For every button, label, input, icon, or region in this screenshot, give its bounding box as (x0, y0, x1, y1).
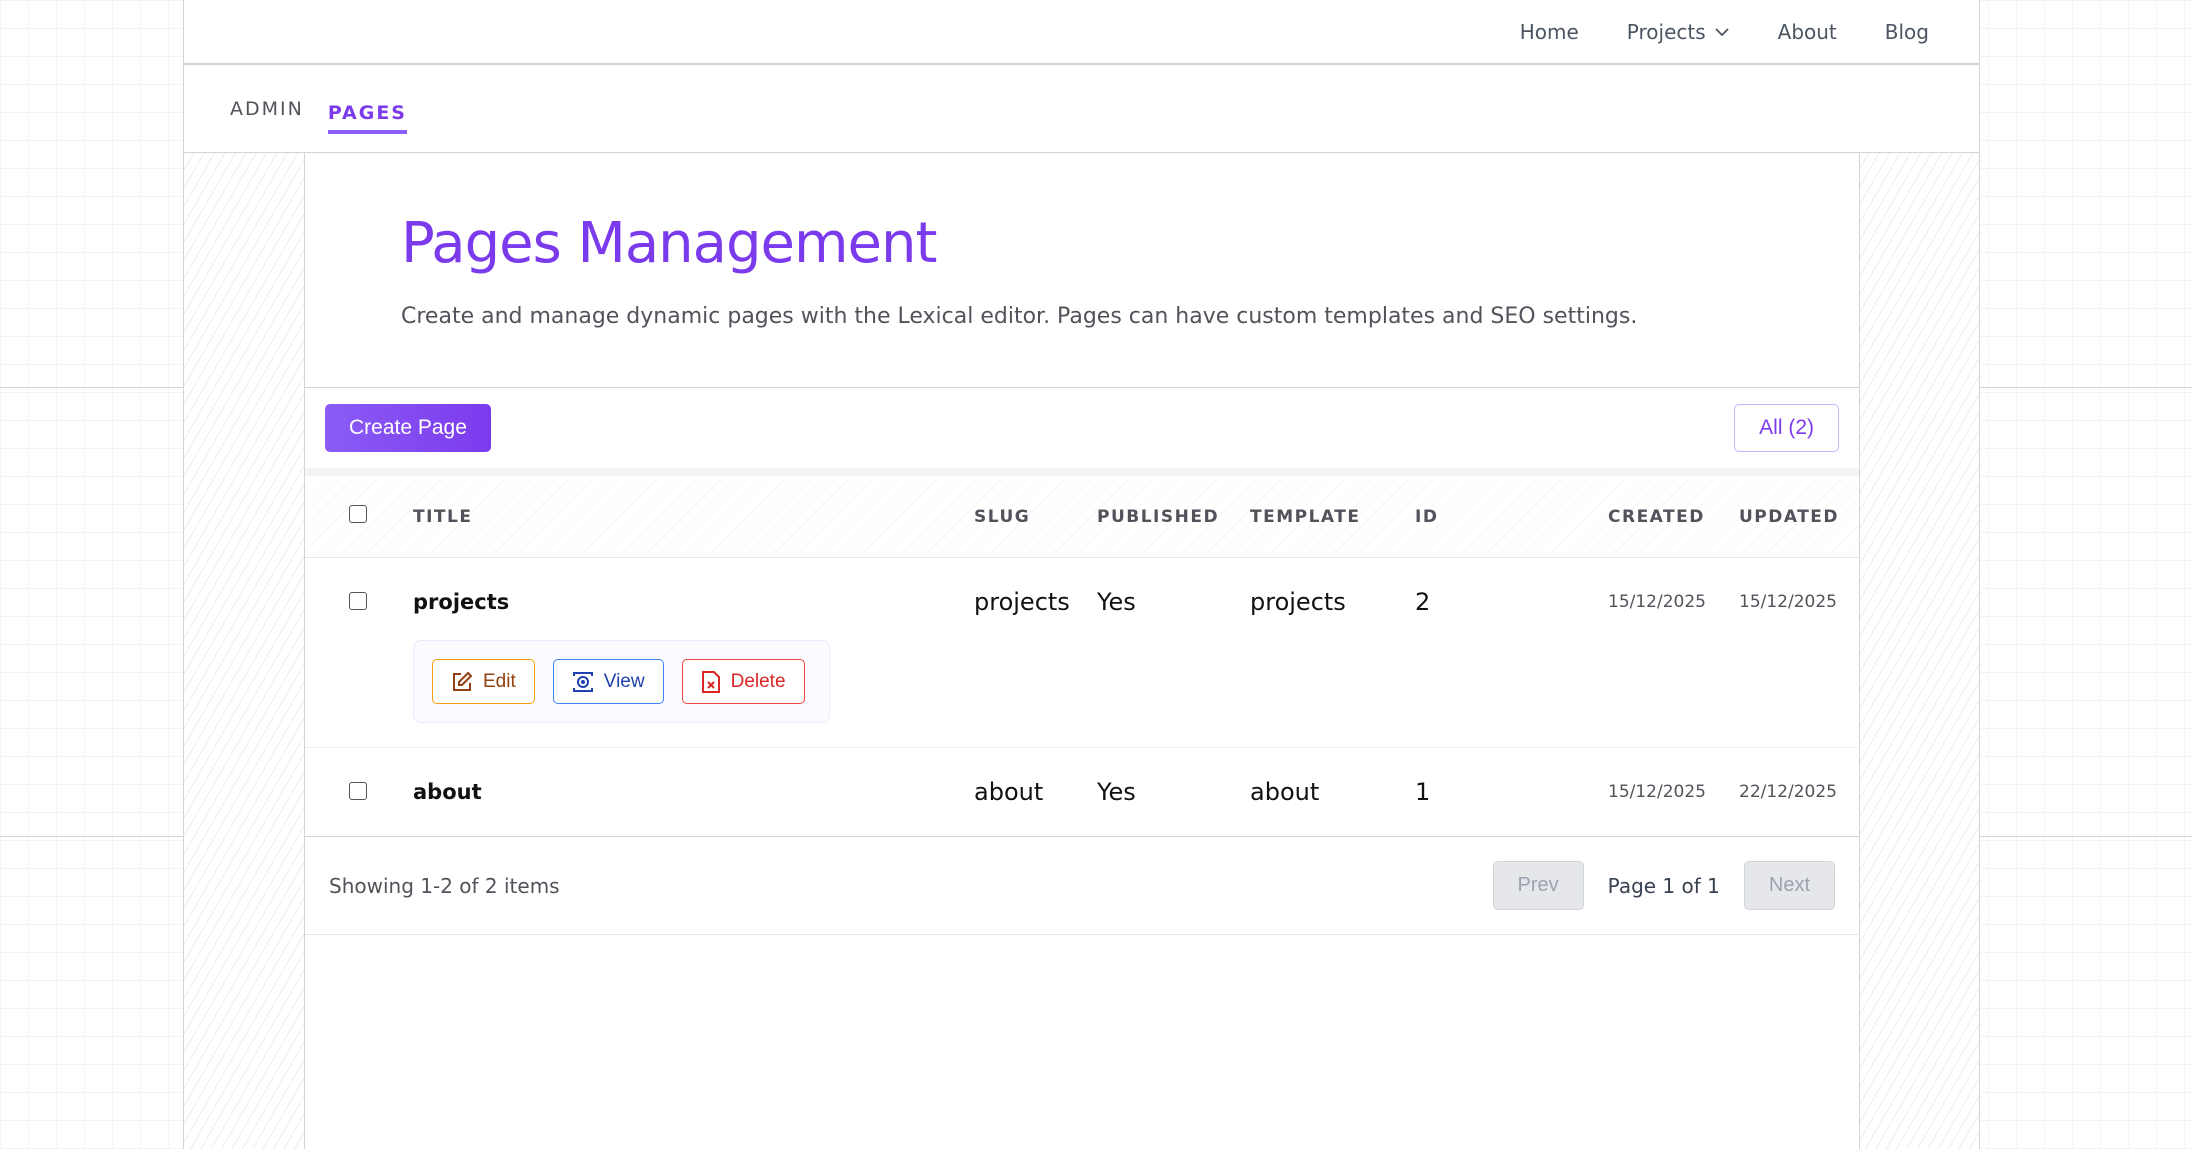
cell-id: 1 (1415, 778, 1431, 806)
cell-title[interactable]: projects (413, 590, 510, 614)
cell-slug: about (974, 778, 1044, 806)
page-title: Pages Management (401, 211, 937, 276)
cell-published: Yes (1097, 588, 1136, 616)
breadcrumb-tabs: ADMIN PAGES (184, 65, 1979, 153)
col-template[interactable]: TEMPLATE (1250, 506, 1361, 527)
cell-updated: 22/12/2025 (1739, 782, 1837, 802)
file-delete-icon (701, 670, 720, 693)
cell-published: Yes (1097, 778, 1136, 806)
edit-label: Edit (483, 670, 516, 692)
filter-all-button[interactable]: All (2) (1734, 404, 1839, 452)
eye-icon (572, 671, 593, 692)
delete-button[interactable]: Delete (681, 659, 805, 704)
row-actions: Edit View Delete (413, 640, 830, 723)
cell-template: projects (1250, 588, 1346, 616)
select-all-checkbox[interactable] (349, 505, 367, 523)
cell-updated: 15/12/2025 (1739, 592, 1837, 612)
nav-projects-label: Projects (1626, 19, 1706, 44)
cell-created: 15/12/2025 (1608, 592, 1706, 612)
pagination-footer: Showing 1-2 of 2 items Prev Page 1 of 1 … (305, 836, 1859, 935)
col-published[interactable]: PUBLISHED (1097, 506, 1220, 527)
hero: Pages Management Create and manage dynam… (305, 153, 1859, 388)
nav-home[interactable]: Home (1519, 19, 1579, 44)
edit-button[interactable]: Edit (432, 659, 535, 704)
row-checkbox[interactable] (349, 782, 367, 800)
nav-about[interactable]: About (1777, 19, 1837, 44)
main-content: Pages Management Create and manage dynam… (304, 153, 1860, 1149)
tab-admin[interactable]: ADMIN (230, 97, 304, 120)
showing-count: Showing 1-2 of 2 items (329, 873, 560, 898)
delete-label: Delete (730, 670, 786, 692)
col-id[interactable]: ID (1415, 506, 1439, 527)
col-created[interactable]: CREATED (1608, 506, 1705, 527)
page-frame: Home Projects About Blog ADMIN PAGES Pag… (183, 0, 1980, 1149)
col-updated[interactable]: UPDATED (1739, 506, 1840, 527)
top-nav: Home Projects About Blog (184, 0, 1979, 65)
edit-icon (453, 671, 473, 691)
view-button[interactable]: View (552, 659, 664, 704)
cell-template: about (1250, 778, 1320, 806)
hatch-left (184, 153, 304, 1149)
nav-blog[interactable]: Blog (1884, 19, 1929, 44)
row-checkbox[interactable] (349, 592, 367, 610)
prev-button[interactable]: Prev (1492, 861, 1584, 910)
col-slug[interactable]: SLUG (974, 506, 1031, 527)
tab-pages[interactable]: PAGES (327, 94, 407, 134)
hatch-right (1859, 153, 1979, 1149)
page-description: Create and manage dynamic pages with the… (401, 304, 1638, 329)
view-label: View (603, 670, 645, 692)
page-indicator: Page 1 of 1 (1607, 873, 1720, 898)
col-title[interactable]: TITLE (413, 506, 473, 527)
cell-created: 15/12/2025 (1608, 782, 1706, 802)
nav-projects[interactable]: Projects (1627, 20, 1730, 44)
cell-slug: projects (974, 588, 1070, 616)
cell-id: 2 (1415, 588, 1431, 616)
table-row: about about Yes about 1 15/12/2025 22/12… (305, 748, 1859, 836)
cell-title[interactable]: about (413, 780, 482, 804)
create-page-button[interactable]: Create Page (325, 404, 491, 452)
table-header: TITLE SLUG PUBLISHED TEMPLATE ID CREATED… (305, 476, 1859, 558)
toolbar: Create Page All (2) (305, 388, 1859, 476)
table-row: projects projects Yes projects 2 15/12/2… (305, 558, 1859, 748)
next-button[interactable]: Next (1743, 861, 1835, 910)
chevron-down-icon (1715, 27, 1729, 36)
